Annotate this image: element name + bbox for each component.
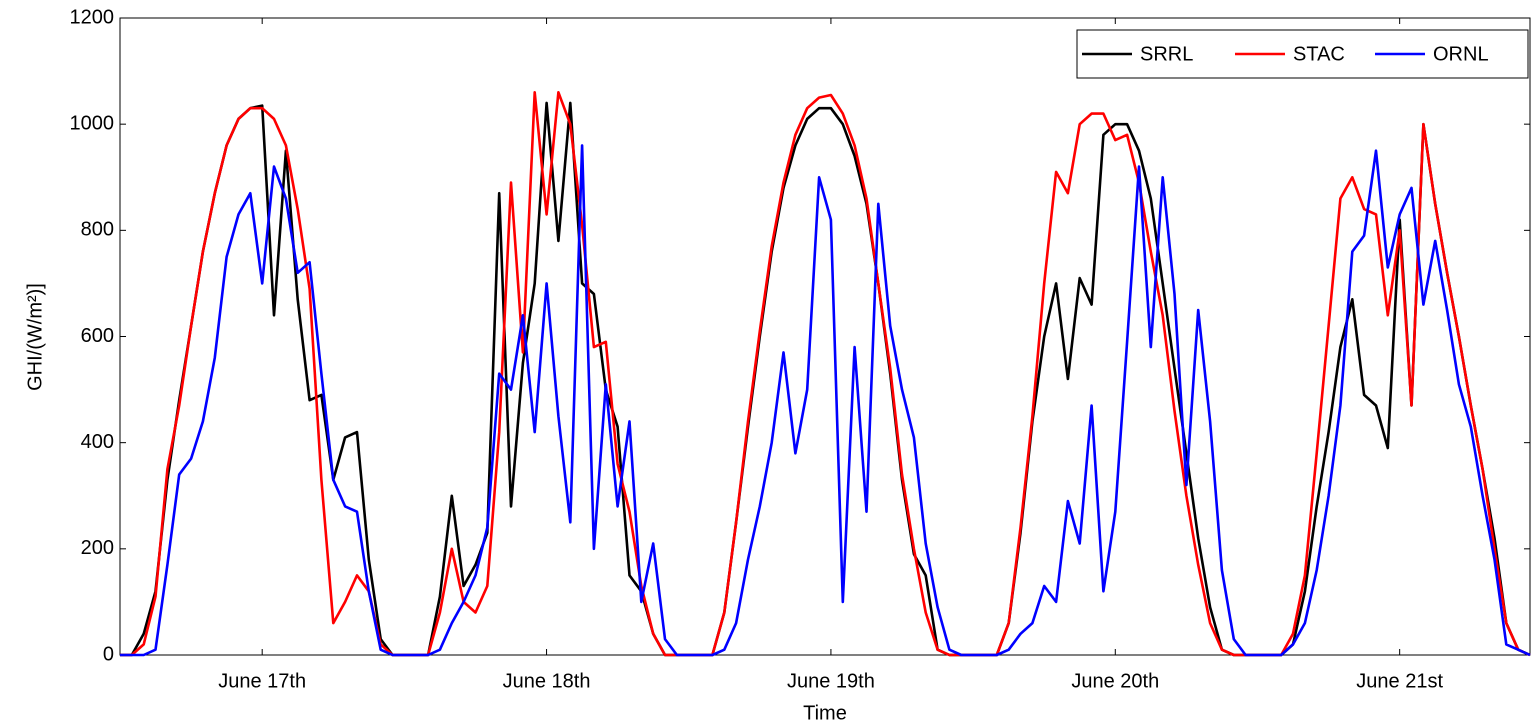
x-tick-label: June 21st xyxy=(1356,670,1443,692)
x-tick-label: June 18th xyxy=(503,670,591,692)
legend-label: SRRL xyxy=(1140,43,1193,65)
series-line xyxy=(120,101,1531,657)
series-line xyxy=(120,91,1531,657)
series-line xyxy=(120,144,1531,657)
legend xyxy=(1076,29,1529,79)
y-tick-label: 0 xyxy=(103,643,114,665)
y-tick-label: 1200 xyxy=(70,6,115,28)
y-tick-label: 400 xyxy=(81,431,114,453)
x-tick-label: June 17th xyxy=(218,670,306,692)
y-tick-label: 800 xyxy=(81,219,114,241)
y-axis-label: GHI/(W/m²)] xyxy=(24,283,46,391)
legend-label: ORNL xyxy=(1433,43,1489,65)
x-tick-label: June 20th xyxy=(1071,670,1159,692)
y-tick-label: 200 xyxy=(81,537,114,559)
legend-label: STAC xyxy=(1293,43,1345,65)
y-tick-label: 1000 xyxy=(70,112,115,134)
y-tick-label: 600 xyxy=(81,325,114,347)
x-tick-label: June 19th xyxy=(787,670,875,692)
x-axis-label: Time xyxy=(803,702,847,724)
